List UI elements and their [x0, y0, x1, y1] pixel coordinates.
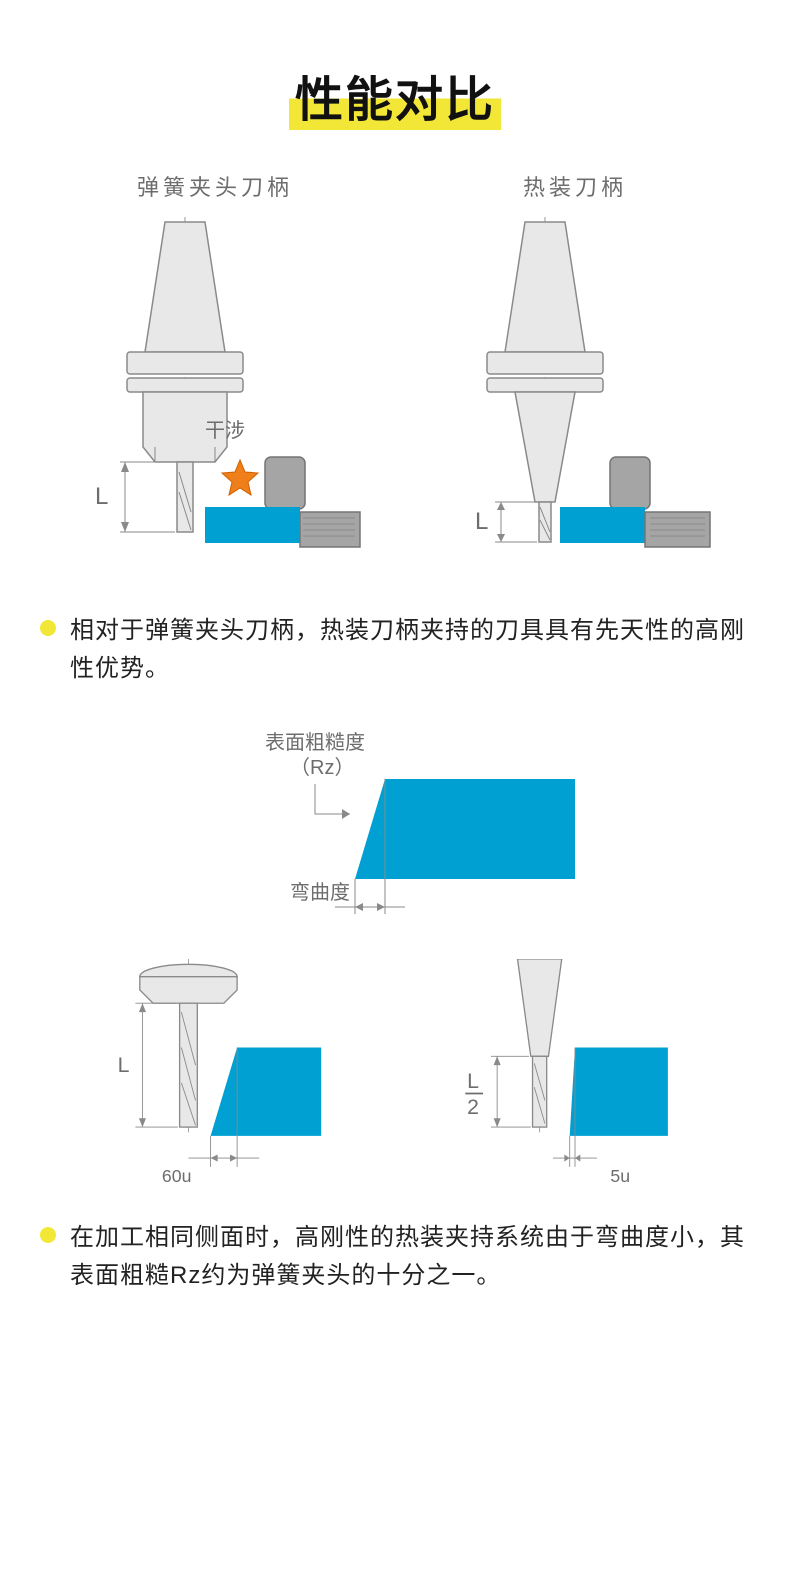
bullet-dot-icon — [40, 1227, 56, 1243]
roughness-title-2: （Rz） — [290, 756, 354, 779]
deflection-right-L-den: 2 — [467, 1096, 479, 1119]
deflection-right-col: L 2 5u — [425, 959, 725, 1189]
title-wrap: 性能对比 — [30, 60, 760, 130]
deflection-comparison: L 60u — [30, 959, 760, 1189]
deflection-right-value: 5u — [610, 1166, 630, 1186]
bullet-1: 相对于弹簧夹头刀柄，热装刀柄夹持的刀具具有先天性的高刚性优势。 — [40, 612, 750, 689]
toolholder-comparison: 弹簧夹头刀柄 — [30, 170, 760, 582]
collet-holder-label: 弹簧夹头刀柄 — [137, 170, 293, 202]
roughness-svg: 表面粗糙度 （Rz） 弯曲度 — [195, 719, 595, 939]
collet-holder-col: 弹簧夹头刀柄 — [65, 170, 365, 582]
roughness-title-1: 表面粗糙度 — [265, 731, 365, 754]
deflection-right-L-num: L — [467, 1070, 479, 1093]
deflection-right-diagram: L 2 5u — [425, 959, 725, 1189]
length-label-L: L — [95, 483, 108, 510]
bullet-2-text: 在加工相同侧面时，高刚性的热装夹持系统由于弯曲度小，其表面粗糙Rz约为弹簧夹头的… — [70, 1219, 750, 1296]
page-title: 性能对比 — [289, 60, 501, 130]
bend-label: 弯曲度 — [290, 881, 350, 904]
page-root: 性能对比 弹簧夹头刀柄 — [0, 0, 790, 1366]
bullet-1-text: 相对于弹簧夹头刀柄，热装刀柄夹持的刀具具有先天性的高刚性优势。 — [70, 612, 750, 689]
interference-label: 干涉 — [205, 419, 245, 442]
shrinkfit-holder-label: 热装刀柄 — [523, 170, 627, 202]
bullet-2: 在加工相同侧面时，高刚性的热装夹持系统由于弯曲度小，其表面粗糙Rz约为弹簧夹头的… — [40, 1219, 750, 1296]
bullet-dot-icon — [40, 620, 56, 636]
shrinkfit-holder-col: 热装刀柄 L — [425, 170, 725, 582]
deflection-left-diagram: L 60u — [65, 959, 365, 1189]
collet-holder-diagram: L 干涉 — [65, 212, 365, 582]
deflection-left-value: 60u — [162, 1166, 192, 1186]
length-label-L-right: L — [475, 508, 488, 535]
deflection-left-L: L — [118, 1054, 130, 1077]
star-icon — [222, 460, 258, 495]
deflection-left-col: L 60u — [65, 959, 365, 1189]
roughness-diagram: 表面粗糙度 （Rz） 弯曲度 — [30, 719, 760, 939]
shrinkfit-holder-diagram: L — [425, 212, 725, 582]
